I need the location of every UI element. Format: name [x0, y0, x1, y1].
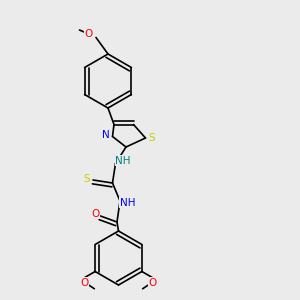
- Text: S: S: [84, 173, 90, 184]
- Text: O: O: [80, 278, 88, 288]
- Text: O: O: [91, 208, 99, 219]
- Text: NH: NH: [115, 155, 131, 166]
- Text: O: O: [84, 29, 93, 39]
- Text: NH: NH: [120, 197, 135, 208]
- Text: O: O: [148, 278, 157, 288]
- Text: S: S: [149, 133, 155, 143]
- Text: N: N: [102, 130, 110, 140]
